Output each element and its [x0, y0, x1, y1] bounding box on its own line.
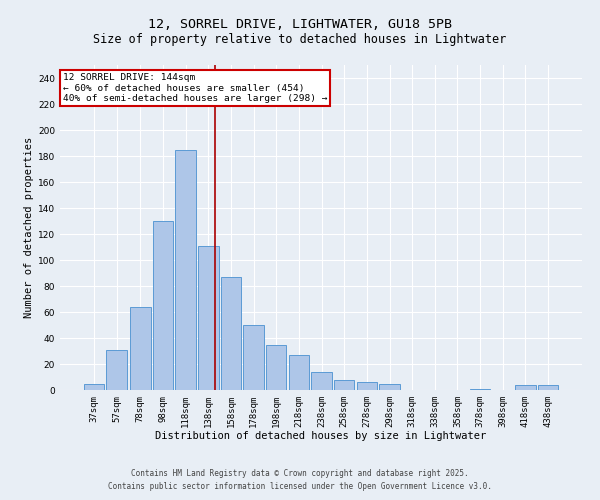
Bar — [130, 307, 151, 390]
Y-axis label: Number of detached properties: Number of detached properties — [24, 137, 34, 318]
Bar — [538, 385, 558, 390]
Bar — [289, 355, 309, 390]
X-axis label: Distribution of detached houses by size in Lightwater: Distribution of detached houses by size … — [155, 432, 487, 442]
Bar — [106, 350, 127, 390]
Bar — [470, 388, 490, 390]
Bar — [515, 385, 536, 390]
Bar — [84, 384, 104, 390]
Bar — [221, 277, 241, 390]
Bar — [175, 150, 196, 390]
Bar — [244, 325, 264, 390]
Bar — [356, 382, 377, 390]
Bar — [198, 246, 218, 390]
Bar — [153, 221, 173, 390]
Text: Contains HM Land Registry data © Crown copyright and database right 2025.: Contains HM Land Registry data © Crown c… — [131, 468, 469, 477]
Bar — [311, 372, 332, 390]
Text: Size of property relative to detached houses in Lightwater: Size of property relative to detached ho… — [94, 32, 506, 46]
Bar — [379, 384, 400, 390]
Text: Contains public sector information licensed under the Open Government Licence v3: Contains public sector information licen… — [108, 482, 492, 491]
Text: 12 SORREL DRIVE: 144sqm
← 60% of detached houses are smaller (454)
40% of semi-d: 12 SORREL DRIVE: 144sqm ← 60% of detache… — [62, 73, 327, 103]
Bar — [266, 344, 286, 390]
Bar — [334, 380, 355, 390]
Text: 12, SORREL DRIVE, LIGHTWATER, GU18 5PB: 12, SORREL DRIVE, LIGHTWATER, GU18 5PB — [148, 18, 452, 30]
